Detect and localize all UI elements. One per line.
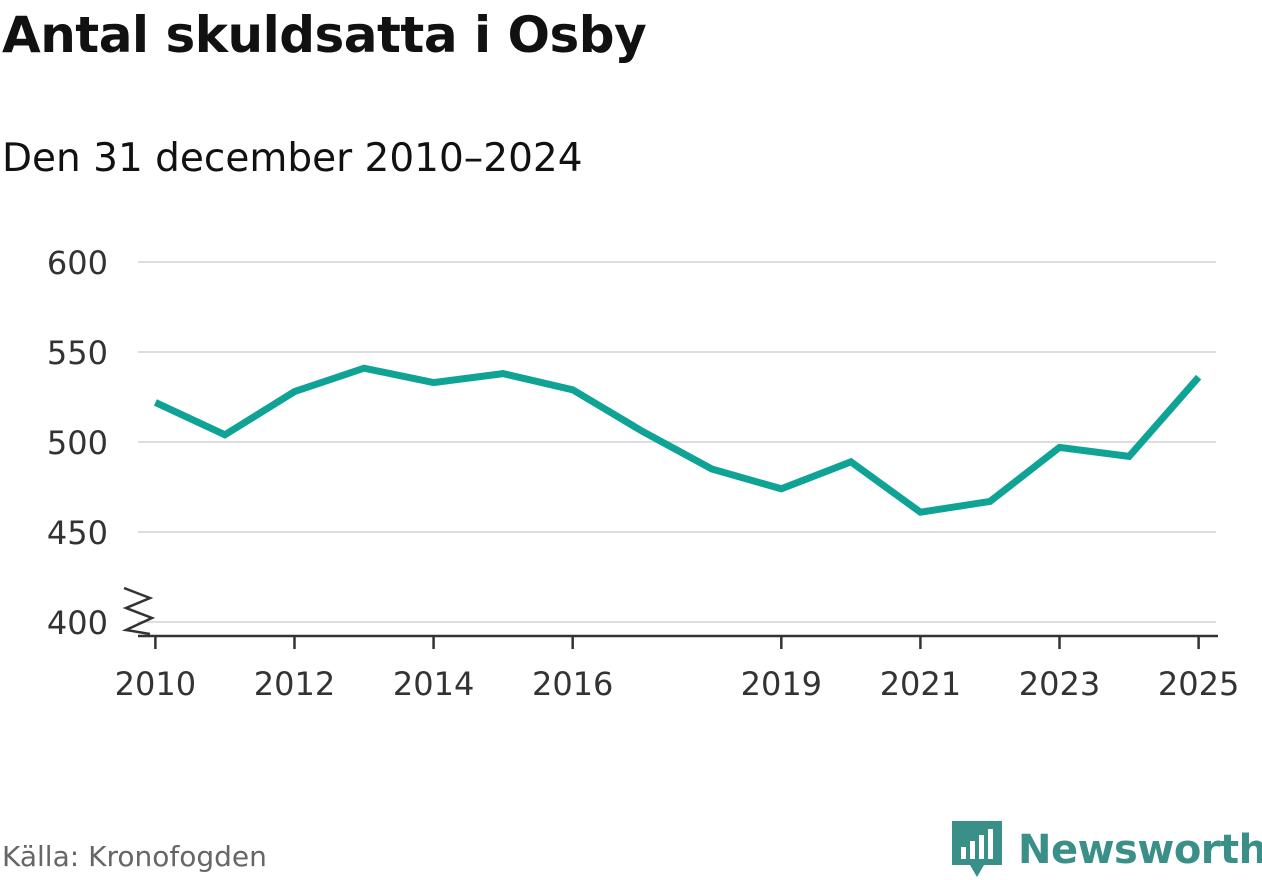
y-tick-label: 600	[47, 244, 108, 282]
x-tick-label: 2010	[115, 665, 196, 703]
x-tick-label: 2025	[1158, 665, 1239, 703]
x-tick-label: 2023	[1019, 665, 1100, 703]
x-tick-label: 2012	[254, 665, 335, 703]
chart-subtitle: Den 31 december 2010–2024	[2, 136, 583, 181]
series-layer	[153, 364, 1202, 516]
chart-title: Antal skuldsatta i Osby	[2, 6, 647, 64]
y-tick-label: 450	[47, 514, 108, 552]
gridlines	[138, 261, 1216, 623]
y-axis: 600 550 500 450 400	[47, 244, 108, 642]
x-tick-labels: 2010 2012 2014 2016 2019 2021 2023 2025	[115, 665, 1240, 703]
y-tick-label: 550	[47, 334, 108, 372]
y-tick-label: 400	[47, 604, 108, 642]
axis-break-marker	[121, 586, 156, 636]
x-tick-label: 2019	[741, 665, 822, 703]
brand-logo: Newsworthy	[952, 820, 1262, 880]
brand-name: Newsworthy	[1018, 827, 1262, 873]
x-tick-label: 2021	[880, 665, 961, 703]
newsworthy-logo-icon	[952, 821, 1002, 877]
series-line	[153, 364, 1202, 516]
x-tick-label: 2016	[532, 665, 613, 703]
y-tick-label: 500	[47, 424, 108, 462]
x-axis	[121, 586, 1218, 649]
x-tick-label: 2014	[393, 665, 474, 703]
source-note: Källa: Kronofogden	[2, 840, 267, 873]
